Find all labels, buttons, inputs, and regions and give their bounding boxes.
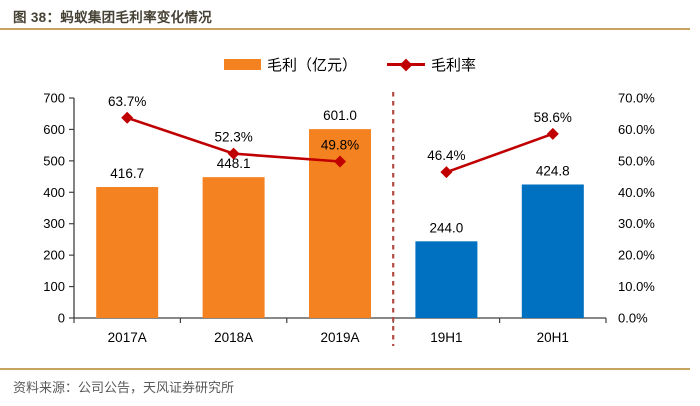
line-marker-diamond xyxy=(334,155,346,168)
right-axis-tick-label: 50.0% xyxy=(618,153,655,168)
right-axis-tick-label: 30.0% xyxy=(618,216,655,231)
legend-item-gross-profit: 毛利（亿元） xyxy=(223,54,357,75)
line-value-label: 49.8% xyxy=(321,137,359,152)
y-axis-tick-label: 300 xyxy=(43,216,65,231)
bar-20h1 xyxy=(521,184,584,318)
legend-label-margin: 毛利率 xyxy=(431,57,477,74)
bar-value-label: 448.1 xyxy=(217,156,251,171)
footer-divider xyxy=(0,368,690,370)
y-axis-tick-label: 400 xyxy=(43,185,65,200)
title-divider xyxy=(0,28,690,30)
margin-line xyxy=(445,132,554,174)
line-marker-diamond xyxy=(546,127,559,140)
bar-19h1 xyxy=(415,241,478,318)
bar-value-label: 601.0 xyxy=(323,108,357,123)
right-axis-tick-label: 70.0% xyxy=(618,91,655,106)
x-axis-label: 2018A xyxy=(214,330,253,345)
line-marker-diamond xyxy=(121,111,134,124)
y-axis-tick-label: 200 xyxy=(43,248,65,263)
x-axis-label: 2017A xyxy=(108,330,147,345)
y-axis-tick-label: 600 xyxy=(43,122,65,137)
legend-label-gross-profit: 毛利（亿元） xyxy=(266,57,357,74)
legend-item-margin: 毛利率 xyxy=(387,54,476,75)
bar-value-label: 416.7 xyxy=(110,166,144,181)
right-axis-tick-label: 60.0% xyxy=(618,122,655,137)
bar-2018a xyxy=(202,177,265,318)
source-note: 资料来源：公司公告，天风证券研究所 xyxy=(13,380,235,395)
line-value-label: 63.7% xyxy=(108,94,146,109)
right-axis-tick-label: 20.0% xyxy=(618,248,655,263)
x-axis-label: 19H1 xyxy=(430,330,462,345)
line-value-label: 58.6% xyxy=(534,110,572,125)
bar-2017a xyxy=(96,187,159,318)
line-value-label: 46.4% xyxy=(427,148,465,163)
x-axis-label: 20H1 xyxy=(537,330,569,345)
bar-value-label: 424.8 xyxy=(536,163,570,178)
y-axis-tick-label: 700 xyxy=(43,91,65,106)
y-axis-tick-label: 0 xyxy=(58,311,65,326)
y-axis-tick-label: 500 xyxy=(43,153,65,168)
bar-value-label: 244.0 xyxy=(430,220,464,235)
line-value-label: 52.3% xyxy=(214,130,252,145)
right-axis-tick-label: 0.0% xyxy=(618,311,648,326)
right-axis-tick-label: 10.0% xyxy=(618,279,655,294)
figure-title: 图 38：蚂蚁集团毛利率变化情况 xyxy=(13,10,213,25)
chart-legend: 毛利（亿元） 毛利率 xyxy=(0,54,700,75)
line-marker-icon xyxy=(387,58,425,71)
line-marker-diamond xyxy=(227,147,240,160)
line-marker-diamond xyxy=(440,166,453,179)
bar-swatch-icon xyxy=(223,59,261,70)
x-axis-label: 2019A xyxy=(320,330,359,345)
right-axis-tick-label: 40.0% xyxy=(618,185,655,200)
y-axis-tick-label: 100 xyxy=(43,279,65,294)
